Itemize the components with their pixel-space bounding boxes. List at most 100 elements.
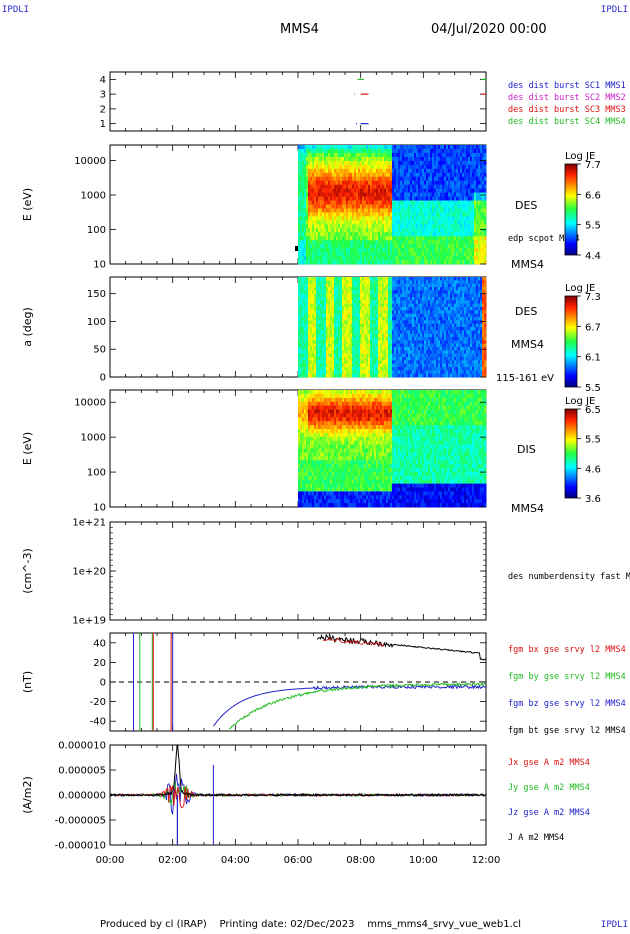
heatmap-cell [464, 152, 467, 158]
heatmap-cell [476, 156, 479, 162]
heatmap-cell [462, 184, 465, 190]
heatmap-cell [484, 256, 487, 261]
heatmap-cell [378, 300, 381, 305]
heatmap-cell [304, 360, 307, 365]
heatmap-cell [362, 172, 365, 178]
heatmap-cell [324, 283, 327, 288]
heatmap-cell [320, 196, 323, 201]
heatmap-cell [322, 145, 325, 150]
heatmap-cell [350, 244, 353, 249]
heatmap-cell [372, 152, 375, 158]
heatmap-cell [466, 172, 469, 178]
heatmap-cell [418, 236, 421, 241]
heatmap-cell [328, 212, 331, 217]
heatmap-cell [424, 145, 427, 150]
heatmap-cell [448, 192, 451, 197]
heatmap-cell [484, 232, 487, 237]
heatmap-cell [444, 240, 447, 245]
heatmap-cell [320, 200, 323, 205]
heatmap-cell [314, 156, 317, 162]
heatmap-cell [324, 156, 327, 162]
heatmap-cell [444, 192, 447, 197]
heatmap-cell [318, 172, 321, 178]
heatmap-cell [332, 303, 335, 308]
heatmap-cell [400, 188, 403, 193]
heatmap-cell [310, 300, 313, 305]
heatmap-cell [376, 208, 379, 213]
heatmap-cell [354, 196, 357, 201]
heatmap-cell [376, 300, 379, 305]
heatmap-cell [362, 347, 365, 351]
heatmap-cell [320, 172, 323, 178]
heatmap-cell [452, 184, 455, 190]
heatmap-cell [328, 317, 331, 321]
heatmap-cell [386, 208, 389, 213]
heatmap-cell [438, 208, 441, 213]
heatmap-cell [372, 287, 375, 291]
heatmap-cell [364, 148, 367, 154]
heatmap-cell [460, 212, 463, 217]
heatmap-cell [300, 323, 303, 328]
heatmap-cell [452, 236, 455, 241]
heatmap-cell [326, 212, 329, 217]
heatmap-cell [376, 260, 379, 265]
heatmap-cell [354, 310, 357, 315]
heatmap-cell [298, 300, 301, 305]
heatmap-cell [346, 347, 349, 351]
heatmap-cell [438, 256, 441, 261]
heatmap-cell [374, 337, 377, 341]
heatmap-cell [402, 168, 405, 174]
heatmap-cell [360, 232, 363, 237]
heatmap-cell [358, 228, 361, 233]
heatmap-cell [356, 373, 359, 378]
heatmap-cell [380, 232, 383, 237]
heatmap-cell [408, 232, 411, 237]
heatmap-cell [362, 192, 365, 197]
heatmap-cell [478, 200, 481, 205]
heatmap-cell [332, 310, 335, 315]
heatmap-cell [316, 216, 319, 221]
heatmap-cell [378, 313, 381, 318]
heatmap-cell [390, 236, 393, 241]
heatmap-cell [320, 180, 323, 186]
heatmap-cell [444, 252, 447, 257]
heatmap-cell [306, 353, 309, 358]
heatmap-cell [326, 277, 329, 281]
heatmap-cell [366, 188, 369, 193]
heatmap-cell [344, 313, 347, 318]
heatmap-cell [482, 256, 485, 261]
des-energy-extra: edp scpot MMS4 [508, 234, 580, 244]
heatmap-cell [402, 176, 405, 182]
heatmap-cell [314, 200, 317, 205]
heatmap-cell [372, 160, 375, 166]
heatmap-cell [300, 370, 303, 375]
heatmap-cell [430, 260, 433, 265]
heatmap-cell [352, 184, 355, 190]
heatmap-cell [336, 300, 339, 305]
heatmap-cell [408, 168, 411, 174]
heatmap-cell [376, 160, 379, 166]
heatmap-cell [362, 204, 365, 209]
heatmap-cell [310, 363, 313, 368]
heatmap-cell [394, 224, 397, 229]
heatmap-cell [346, 373, 349, 378]
heatmap-cell [336, 360, 339, 365]
heatmap-cell [432, 252, 435, 257]
heatmap-cell [344, 320, 347, 325]
heatmap-cell [306, 330, 309, 335]
heatmap-cell [324, 224, 327, 229]
heatmap-cell [476, 232, 479, 237]
heatmap-cell [406, 236, 409, 241]
heatmap-cell [446, 252, 449, 257]
heatmap-cell [342, 145, 345, 150]
heatmap-cell [334, 228, 337, 233]
heatmap-cell [304, 317, 307, 321]
heatmap-cell [338, 347, 341, 351]
heatmap-cell [378, 360, 381, 365]
heatmap-cell [392, 240, 395, 245]
heatmap-cell [364, 260, 367, 265]
heatmap-cell [398, 164, 401, 170]
heatmap-cell [346, 156, 349, 162]
heatmap-cell [414, 188, 417, 193]
heatmap-cell [476, 164, 479, 170]
